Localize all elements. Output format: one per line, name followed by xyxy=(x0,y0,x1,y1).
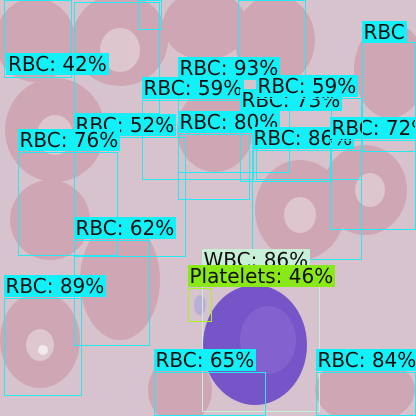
detection-label: RBC: 86% xyxy=(251,126,355,150)
detection-label: RBC: 62% xyxy=(73,216,177,240)
detection-box: RBC xyxy=(361,21,416,152)
detection-box: RBC: 42% xyxy=(4,0,109,78)
detection-label: RBC: 59% xyxy=(141,76,245,100)
detection-box: RBC: 62% xyxy=(73,217,177,346)
detection-box xyxy=(138,0,162,30)
detection-box: RBC: 86% xyxy=(251,127,362,260)
detection-box: RBC: 76% xyxy=(17,129,121,256)
detection-box: RBC: 59% xyxy=(141,77,254,180)
detection-label: RBC: 72% xyxy=(329,117,416,139)
detection-label: RBC: 65% xyxy=(153,348,257,372)
detection-box: RBC: 89% xyxy=(3,275,107,396)
detection-box: RBC: 65% xyxy=(153,349,266,416)
detection-label: RBC: 59% xyxy=(255,74,359,98)
detection-label: RBC xyxy=(361,20,407,44)
detection-box: RBC: 59% xyxy=(255,75,362,180)
detection-label: RBC: 89% xyxy=(3,274,107,298)
detection-box: RBC: 72% xyxy=(329,117,416,230)
detection-label: RBC: 84% xyxy=(315,349,416,371)
detection-label: RBC: 93% xyxy=(177,56,281,80)
detection-label: RBC: 76% xyxy=(17,128,121,152)
detection-box: Platelets: 46% xyxy=(187,265,336,322)
detection-label: RBC: 42% xyxy=(6,52,109,76)
detection-label: Platelets: 46% xyxy=(187,264,336,288)
detection-box xyxy=(74,2,160,114)
detection-box: RBC: 80% xyxy=(177,111,281,200)
detection-box: RBC: 84% xyxy=(315,349,416,416)
